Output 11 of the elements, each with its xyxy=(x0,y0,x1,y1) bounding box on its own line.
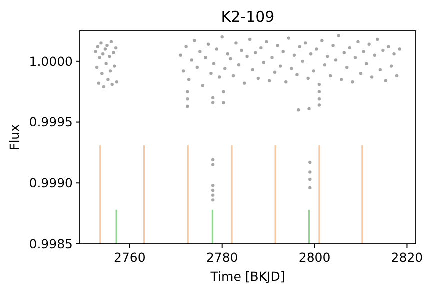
x-tick-label: 2760 xyxy=(114,250,146,265)
chart-title: K2-109 xyxy=(221,8,275,26)
y-tick-label: 0.9990 xyxy=(29,176,74,191)
y-tick-label: 1.0000 xyxy=(29,54,74,69)
x-tick-label: 2800 xyxy=(298,250,331,265)
y-tick-label: 0.9985 xyxy=(29,236,73,252)
x-tick-label: 2780 xyxy=(206,250,238,265)
y-tick-label: 0.9995 xyxy=(29,114,73,130)
x-tick-label: 2820 xyxy=(391,250,424,265)
y-axis-title: Flux xyxy=(7,124,22,150)
x-axis-title: Time [BKJD] xyxy=(210,269,286,284)
